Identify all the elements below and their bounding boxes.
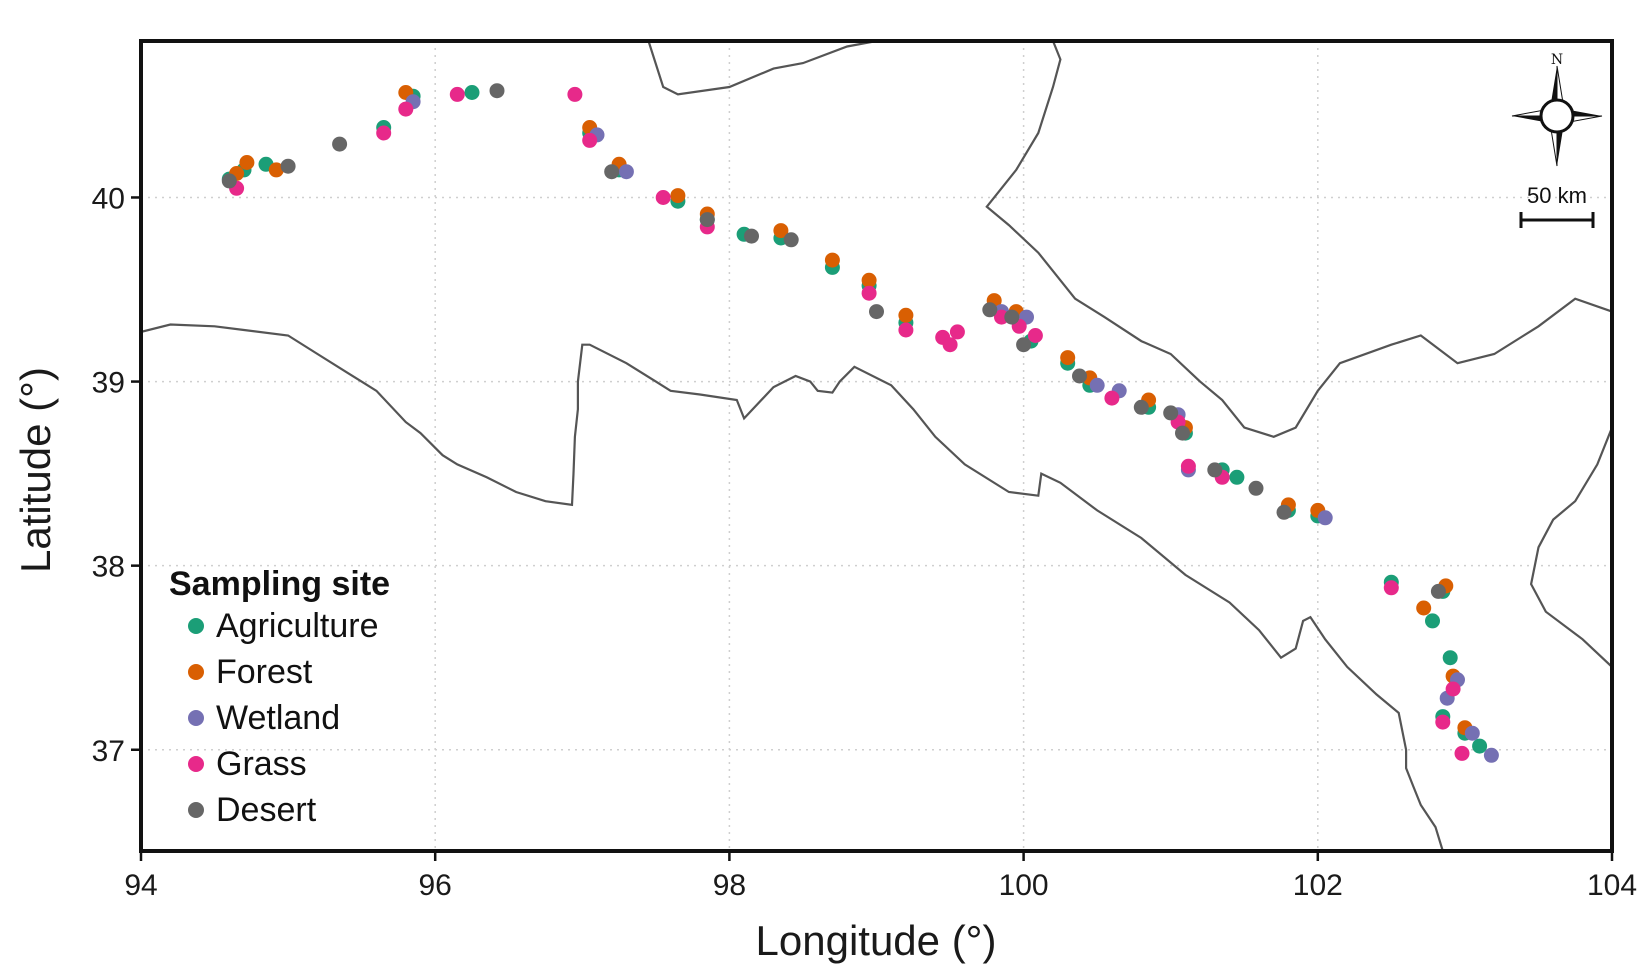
- scale-bar-label: 50 km: [1527, 183, 1587, 208]
- point-grass-9: [898, 322, 914, 338]
- north-label: N: [1551, 52, 1563, 68]
- y-tick-label-0: 37: [92, 735, 125, 768]
- point-wetland-13: [1483, 747, 1499, 763]
- point-grass-15: [1027, 328, 1043, 343]
- point-grass-3: [449, 86, 465, 102]
- point-desert-6: [744, 228, 759, 244]
- compass-rose-icon: N: [1511, 52, 1603, 167]
- x-tick-label-2: 98: [713, 869, 746, 902]
- y-axis-title: Latitude (°): [12, 367, 59, 573]
- province-boundaries: [141, 41, 1612, 851]
- point-agriculture-27: [1442, 650, 1458, 666]
- point-agriculture-25: [1425, 613, 1440, 629]
- point-grass-2: [398, 101, 414, 117]
- legend-label-wetland: Wetland: [216, 699, 340, 737]
- point-desert-7: [783, 232, 799, 248]
- legend-label-agriculture: Agriculture: [216, 607, 379, 645]
- point-agriculture-21: [1229, 469, 1245, 485]
- point-desert-17: [1248, 480, 1264, 496]
- point-forest-20: [1416, 600, 1432, 616]
- point-agriculture-5: [464, 85, 480, 100]
- point-wetland-5: [1089, 377, 1105, 393]
- legend-label-forest: Forest: [216, 653, 313, 691]
- boundary-line-1: [647, 41, 877, 96]
- point-grass-11: [942, 337, 958, 353]
- legend-swatch-grass: [188, 756, 204, 772]
- point-desert-1: [280, 158, 296, 174]
- point-desert-5: [699, 212, 715, 228]
- point-forest-10: [861, 272, 877, 288]
- grid-lines: [140, 41, 1613, 851]
- x-tick-label-3: 100: [999, 869, 1049, 902]
- point-desert-3: [489, 83, 505, 99]
- point-forest-11: [898, 307, 914, 323]
- point-desert-4: [604, 164, 620, 180]
- legend-swatch-agriculture: [188, 618, 204, 634]
- point-forest-1: [239, 155, 255, 170]
- point-grass-8: [861, 285, 877, 301]
- point-desert-15: [1175, 425, 1190, 441]
- y-tick-label-3: 40: [92, 182, 125, 215]
- point-desert-13: [1133, 399, 1149, 415]
- boundary-line-0: [141, 323, 1444, 851]
- point-grass-4: [567, 86, 583, 102]
- scale-bar: 50 km: [1519, 183, 1595, 228]
- point-wetland-12: [1464, 725, 1480, 741]
- point-grass-18: [1180, 458, 1196, 474]
- point-grass-16: [1104, 390, 1120, 406]
- point-grass-12: [949, 324, 965, 340]
- point-desert-16: [1207, 462, 1223, 478]
- point-forest-6: [670, 188, 686, 204]
- legend-swatch-wetland: [188, 710, 204, 726]
- boundary-line-3: [1529, 427, 1612, 668]
- point-wetland-9: [1317, 510, 1333, 526]
- x-tick-label-0: 94: [124, 869, 157, 902]
- plot-frame: [139, 39, 1614, 853]
- x-tick-label-4: 102: [1293, 869, 1343, 902]
- point-grass-1: [376, 125, 392, 141]
- point-desert-19: [1430, 583, 1446, 599]
- legend-label-desert: Desert: [216, 791, 317, 829]
- point-grass-21: [1435, 714, 1451, 730]
- y-axis-ticks: 37 38 39 40: [92, 182, 141, 768]
- point-forest-9: [824, 252, 840, 268]
- point-desert-12: [1072, 368, 1087, 384]
- y-tick-label-2: 39: [92, 367, 125, 400]
- legend: Sampling site Agriculture Forest Wetland Gr…: [169, 565, 390, 829]
- point-desert-10: [1004, 309, 1020, 325]
- x-tick-label-1: 96: [419, 869, 452, 902]
- x-axis-ticks: 94 96 98 100 102 104: [124, 851, 1637, 902]
- point-forest-14: [1060, 350, 1076, 366]
- point-grass-23: [1454, 745, 1470, 761]
- legend-swatch-forest: [188, 664, 204, 680]
- point-grass-13: [994, 309, 1009, 325]
- point-desert-2: [332, 136, 348, 152]
- legend-title: Sampling site: [169, 565, 390, 603]
- point-desert-9: [982, 302, 998, 318]
- legend-label-grass: Grass: [216, 745, 307, 783]
- point-grass-22: [1445, 681, 1461, 697]
- x-tick-label-5: 104: [1587, 869, 1637, 902]
- point-desert-8: [869, 304, 884, 320]
- point-grass-5: [582, 132, 598, 148]
- point-wetland-2: [618, 164, 634, 180]
- point-grass-20: [1383, 580, 1399, 596]
- point-forest-8: [773, 223, 789, 239]
- point-agriculture-30: [1472, 738, 1488, 754]
- x-axis-title: Longitude (°): [756, 917, 997, 964]
- point-forest-2: [268, 162, 284, 178]
- point-desert-14: [1163, 405, 1179, 421]
- point-desert-0: [221, 173, 237, 189]
- point-desert-18: [1276, 504, 1292, 520]
- legend-swatch-desert: [188, 802, 204, 818]
- boundary-line-2: [985, 41, 1612, 438]
- y-tick-label-1: 38: [92, 551, 125, 584]
- sampling-points: [221, 83, 1499, 763]
- point-desert-11: [1016, 337, 1032, 353]
- point-grass-6: [655, 190, 671, 205]
